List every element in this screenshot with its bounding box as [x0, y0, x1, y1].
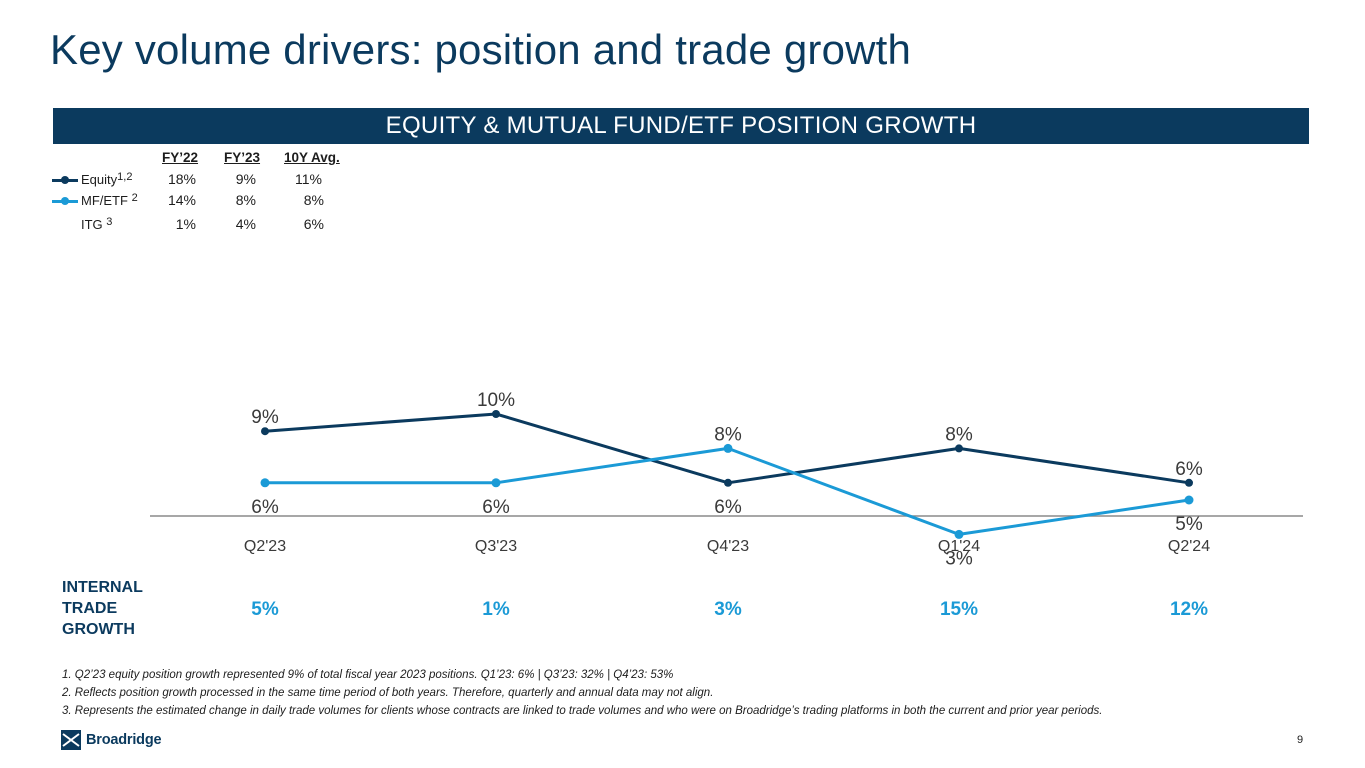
data-label-equity-q1-24: 8% [945, 424, 973, 445]
itg-row-label: INTERNAL TRADE GROWTH [62, 577, 143, 640]
itg-label-line-1: INTERNAL [62, 579, 143, 596]
point-equity-q2-24 [1185, 478, 1193, 487]
point-mf-etf-q1-24 [954, 529, 964, 539]
data-label-equity-q2-23: 9% [251, 407, 279, 428]
itg-value-q2-23: 5% [251, 599, 279, 620]
legend-sup-equity: 1,2 [117, 171, 133, 183]
legend-label-itg: ITG [81, 217, 103, 232]
footnote-2: 2. Reflects position growth processed in… [62, 687, 714, 699]
legend-header-fy22: FY’22 [162, 150, 199, 165]
itg-value-q3-23: 1% [482, 599, 510, 620]
point-equity-q1-24 [955, 444, 963, 453]
mfetf-10y: 8% [303, 192, 324, 208]
point-mf-etf-q4-23 [723, 443, 733, 453]
point-equity-q2-23 [261, 427, 269, 436]
itg-value-q2-24: 12% [1169, 599, 1209, 620]
itg-value-q1-24: 15% [939, 599, 979, 620]
x-tick-label-q4-23: Q4'23 [707, 538, 749, 555]
broadridge-logo-icon [61, 730, 81, 750]
equity-10y: 11% [295, 171, 322, 187]
point-mf-etf-q3-23 [491, 478, 501, 488]
legend-row-mfetf: MF/ETF 2 14% 8% 8% [52, 192, 372, 210]
legend-sup-mfetf: 2 [131, 192, 138, 204]
point-equity-q4-23 [724, 478, 732, 487]
data-label-mf-etf-q2-23: 6% [251, 497, 279, 518]
mfetf-fy23: 8% [235, 192, 256, 208]
legend-sup-itg: 3 [106, 216, 113, 228]
legend-header-10y: 10Y Avg. [284, 150, 340, 165]
footnotes: 1. Q2’23 equity position growth represen… [62, 666, 1102, 720]
legend-label-mfetf: MF/ETF [81, 193, 128, 208]
x-tick-label-q2-24: Q2'24 [1168, 538, 1210, 555]
data-label-mf-etf-q4-23: 8% [714, 424, 742, 445]
itg-10y: 6% [303, 216, 324, 232]
data-label-mf-etf-q2-24: 5% [1175, 514, 1203, 535]
page-title: Key volume drivers: position and trade g… [50, 26, 912, 73]
section-banner: EQUITY & MUTUAL FUND/ETF POSITION GROWTH [53, 108, 1309, 144]
itg-fy23: 4% [235, 216, 256, 232]
itg-fy22: 1% [175, 216, 196, 232]
legend-row-equity: Equity1,2 18% 9% 11% [52, 171, 372, 189]
footnote-1: 1. Q2’23 equity position growth represen… [62, 669, 674, 681]
equity-fy23: 9% [235, 171, 256, 187]
data-label-equity-q4-23: 6% [714, 497, 742, 518]
logo-wordmark: Broadridge [86, 732, 162, 748]
data-label-equity-q3-23: 10% [477, 390, 515, 411]
legend-label-equity: Equity [81, 172, 118, 187]
itg-label-line-2: TRADE [62, 600, 118, 617]
x-tick-label-q3-23: Q3'23 [475, 538, 517, 555]
point-mf-etf-q2-23 [260, 478, 270, 488]
broadridge-logo: Broadridge [61, 729, 162, 751]
point-equity-q3-23 [492, 410, 500, 418]
data-label-mf-etf-q3-23: 6% [482, 497, 510, 518]
mfetf-line-swatch [52, 197, 78, 205]
mfetf-fy22: 14% [167, 192, 196, 208]
data-label-mf-etf-q1-24: 3% [945, 548, 973, 569]
point-mf-etf-q2-24 [1184, 495, 1194, 505]
legend-row-itg: ITG 3 1% 4% 6% [52, 216, 372, 234]
x-tick-label-q2-23: Q2'23 [244, 538, 286, 555]
x-tick-label-q1-24: Q1'24 [938, 538, 980, 555]
equity-line-swatch [52, 176, 78, 184]
itg-value-q4-23: 3% [714, 599, 742, 620]
equity-fy22: 18% [167, 171, 196, 187]
legend-header-fy23: FY’23 [224, 150, 261, 165]
footnote-3: 3. Represents the estimated change in da… [62, 705, 1103, 717]
data-label-equity-q2-24: 6% [1175, 459, 1203, 480]
page-number: 9 [1297, 734, 1304, 746]
itg-label-line-3: GROWTH [62, 621, 135, 638]
